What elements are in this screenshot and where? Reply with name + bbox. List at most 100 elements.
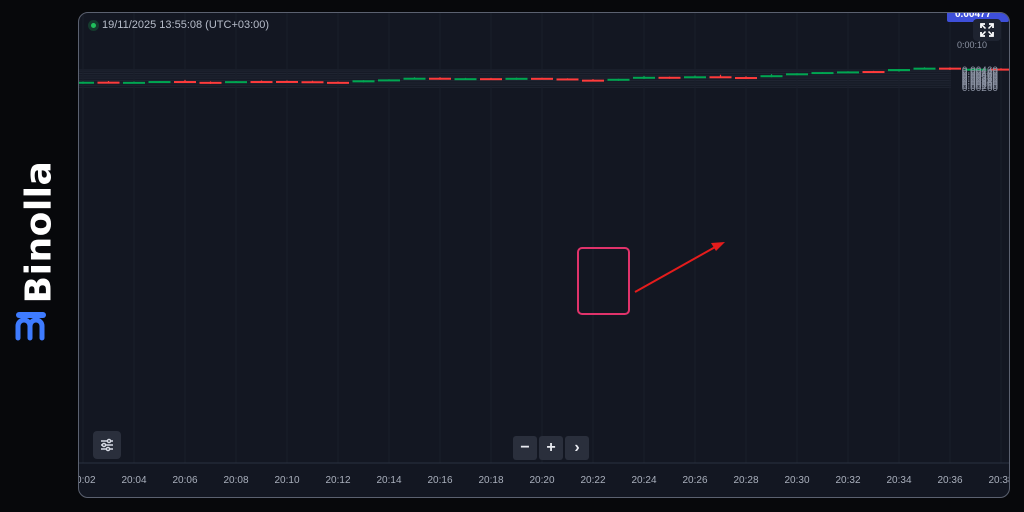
- candle: [97, 81, 120, 84]
- candle: [709, 74, 732, 79]
- zoom-controls: − + ›: [513, 436, 589, 460]
- candle-body: [225, 81, 247, 84]
- x-tick-label: 20:36: [937, 475, 962, 486]
- x-tick-label: 20:18: [478, 475, 503, 486]
- candle: [352, 80, 375, 83]
- x-tick-label: 20:10: [274, 475, 299, 486]
- candle-body: [735, 77, 757, 80]
- y-tick-label: 0.00320: [962, 78, 999, 89]
- candle-body: [123, 81, 145, 84]
- candle: [225, 81, 247, 84]
- candle: [633, 75, 655, 79]
- candle-body: [199, 81, 222, 84]
- y-tick-label: 0.00260: [962, 83, 999, 94]
- x-tick-label: 20:28: [733, 475, 758, 486]
- x-tick-label: 20:20: [529, 475, 554, 486]
- candle-body: [174, 81, 196, 84]
- x-tick-label: 20:06: [172, 475, 197, 486]
- x-tick-label: 20:12: [325, 475, 350, 486]
- candle-body: [301, 81, 324, 84]
- y-tick-label: 0.00380: [962, 72, 999, 83]
- x-tick-label: 20:32: [835, 475, 860, 486]
- y-tick-label: 0.00280: [962, 81, 999, 92]
- candle: [250, 80, 273, 84]
- candle: [607, 78, 630, 81]
- x-tick-label: 20:26: [682, 475, 707, 486]
- candle-body: [760, 75, 783, 78]
- x-tick-label: 20:04: [121, 475, 146, 486]
- candlestick-chart[interactable]: 0.002600.002800.003000.003200.003400.003…: [79, 13, 1009, 497]
- candle-body: [327, 81, 349, 84]
- x-tick-label: 20:16: [427, 475, 452, 486]
- x-tick-label: 20:02: [79, 475, 96, 486]
- candle-body: [250, 81, 273, 84]
- candle: [276, 80, 298, 83]
- sliders-icon: [101, 438, 113, 452]
- candle: [429, 77, 451, 80]
- candle-body: [582, 79, 604, 82]
- y-tick-label: 0.00400: [962, 71, 999, 82]
- expand-icon: [980, 23, 994, 37]
- brand-name: Binolla: [18, 160, 60, 304]
- candle: [454, 77, 477, 81]
- candle-body: [79, 81, 94, 84]
- candle-body: [786, 73, 808, 76]
- candle: [786, 73, 808, 76]
- candle-body: [709, 76, 732, 79]
- candle: [811, 72, 834, 75]
- zoom-out-button[interactable]: −: [513, 436, 537, 460]
- x-tick-label: 20:30: [784, 475, 809, 486]
- binolla-logo-icon: [15, 312, 46, 341]
- candle-body: [148, 81, 171, 84]
- candle-body: [505, 77, 528, 80]
- brand-sidebar: Binolla: [0, 0, 78, 512]
- candle: [403, 77, 426, 80]
- y-tick-label: 0.00460: [962, 66, 999, 77]
- scroll-right-button[interactable]: ›: [565, 436, 589, 460]
- x-tick-label: 20:08: [223, 475, 248, 486]
- candle: [990, 68, 1009, 71]
- candle-body: [658, 76, 681, 79]
- candle-body: [276, 80, 298, 83]
- y-tick-label: 0.00440: [962, 67, 999, 78]
- candle: [79, 81, 94, 84]
- candle: [582, 79, 604, 82]
- candle-body: [633, 76, 655, 79]
- candle: [174, 79, 196, 84]
- candle-body: [990, 68, 1009, 71]
- zoom-in-button[interactable]: +: [539, 436, 563, 460]
- candle: [480, 77, 502, 81]
- chart-settings-button[interactable]: [93, 431, 121, 459]
- current-price-badge: 0.00477: [947, 13, 1009, 22]
- candle-body: [454, 78, 477, 81]
- candle-body: [378, 79, 400, 82]
- expand-button[interactable]: [973, 19, 1001, 41]
- candle-body: [480, 78, 502, 81]
- trend-arrow-line: [634, 245, 718, 293]
- x-tick-label: 20:24: [631, 475, 656, 486]
- candle-body: [964, 68, 987, 71]
- candle: [531, 77, 553, 80]
- candle-body: [837, 71, 859, 74]
- x-tick-label: 20:22: [580, 475, 605, 486]
- x-tick-label: 20:38: [988, 475, 1009, 486]
- candle: [837, 71, 859, 74]
- candle: [301, 80, 324, 84]
- candle-body: [939, 67, 961, 70]
- candle-body: [862, 71, 885, 74]
- candle-body: [429, 77, 451, 80]
- candle: [505, 77, 528, 80]
- candle-body: [556, 78, 579, 81]
- countdown-label: 0:00:10: [957, 40, 988, 50]
- timestamp: 19/11/2025 13:55:08 (UTC+03:00): [91, 19, 269, 31]
- candle: [199, 81, 222, 85]
- candle: [913, 67, 936, 70]
- candle: [378, 79, 400, 82]
- y-tick-label: 0.00360: [962, 74, 999, 85]
- chart-panel: 0.00260 0.00280 0.00300 0.00320 0.00340 0.003…: [78, 12, 1010, 498]
- candle: [148, 81, 171, 84]
- candle: [556, 78, 579, 81]
- candle-body: [684, 76, 706, 79]
- highlight-box: [577, 247, 630, 315]
- candle-body: [607, 78, 630, 81]
